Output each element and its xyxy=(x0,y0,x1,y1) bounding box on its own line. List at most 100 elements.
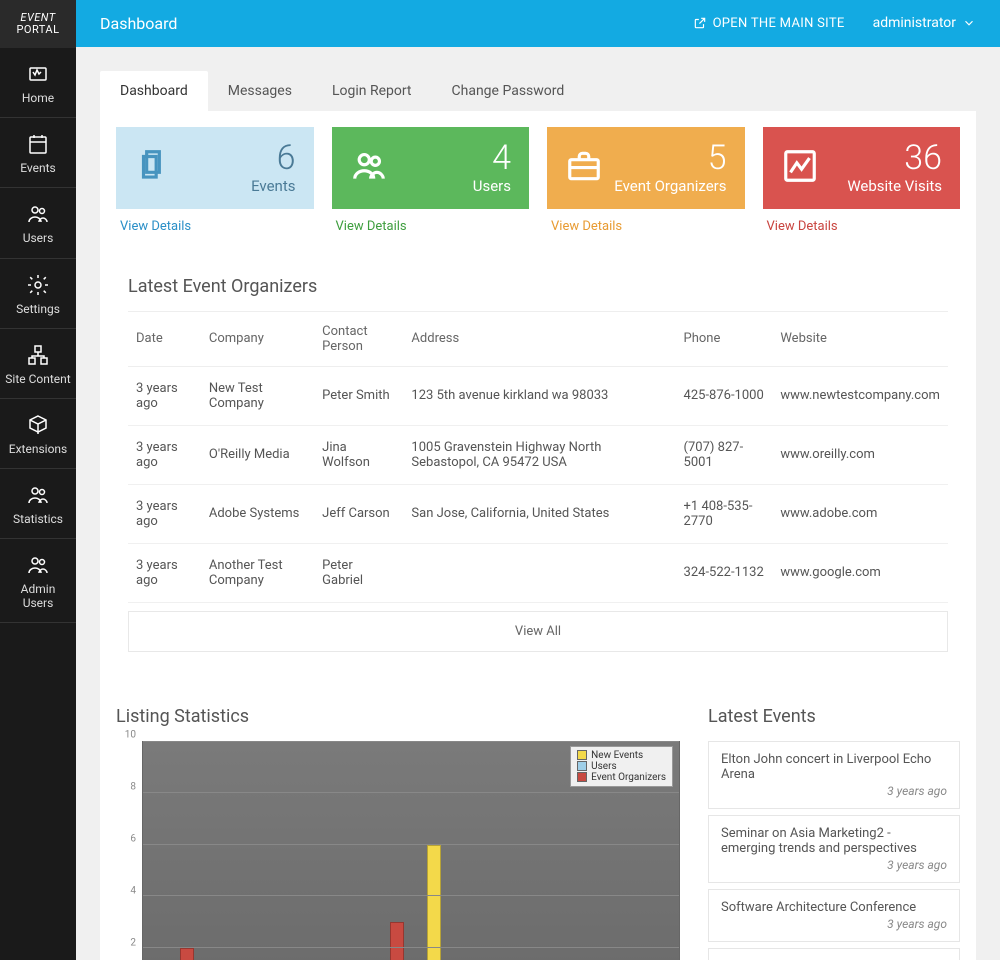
external-link-icon xyxy=(693,16,707,30)
docs-icon xyxy=(134,147,172,189)
sidebar-item-site-content[interactable]: Site Content xyxy=(0,329,76,399)
open-main-site-label: OPEN THE MAIN SITE xyxy=(713,16,845,31)
view-details-link[interactable]: View Details xyxy=(763,209,961,234)
brand-line2: PORTAL xyxy=(16,24,59,36)
table-row[interactable]: 3 years agoAdobe SystemsJeff CarsonSan J… xyxy=(128,484,948,543)
sidebar-item-label: Home xyxy=(22,92,54,105)
stat-card-events: 6EventsView Details xyxy=(116,127,314,234)
stat-card-website-visits: 36 Website Visits View Details xyxy=(763,127,961,234)
page-title: Dashboard xyxy=(100,14,177,33)
tab-dashboard[interactable]: Dashboard xyxy=(100,71,208,111)
user-name: administrator xyxy=(873,15,956,31)
extensions-icon xyxy=(26,413,50,437)
latest-events-list: Elton John concert in Liverpool Echo Are… xyxy=(708,741,960,960)
table-cell: www.adobe.com xyxy=(772,484,948,543)
table-cell: 123 5th avenue kirkland wa 98033 xyxy=(403,366,675,425)
tab-messages[interactable]: Messages xyxy=(208,71,312,111)
table-cell: Peter Gabriel xyxy=(314,543,403,602)
sidebar-item-admin-users[interactable]: Admin Users xyxy=(0,539,76,622)
sidebar-item-settings[interactable]: Settings xyxy=(0,259,76,329)
stat-value: 4 xyxy=(473,141,511,175)
briefcase-icon xyxy=(565,147,603,189)
table-cell: (707) 827-5001 xyxy=(676,425,773,484)
table-cell: Peter Smith xyxy=(314,366,403,425)
table-header: Address xyxy=(403,312,675,367)
event-ago: 3 years ago xyxy=(721,917,947,931)
organizers-table: DateCompanyContact PersonAddressPhoneWeb… xyxy=(128,312,948,603)
sidebar-item-users[interactable]: Users xyxy=(0,188,76,258)
table-cell: O'Reilly Media xyxy=(201,425,314,484)
listing-statistics-chart: 246810 New EventsUsersEvent Organizers xyxy=(116,741,680,960)
sidebar-item-extensions[interactable]: Extensions xyxy=(0,399,76,469)
table-header: Contact Person xyxy=(314,312,403,367)
view-details-link[interactable]: View Details xyxy=(547,209,745,234)
stat-cards: 6EventsView Details4UsersView Details5Ev… xyxy=(116,127,960,234)
sidebar-item-label: Users xyxy=(23,232,54,245)
chevron-down-icon xyxy=(962,16,976,30)
stat-value: 36 xyxy=(847,141,942,175)
event-item[interactable]: Software Architecture Conference 3 years … xyxy=(708,889,960,942)
chart-bar xyxy=(180,948,194,960)
table-row[interactable]: 3 years agoAnother Test CompanyPeter Gab… xyxy=(128,543,948,602)
table-header: Company xyxy=(201,312,314,367)
table-cell: 3 years ago xyxy=(128,484,201,543)
table-cell: 3 years ago xyxy=(128,366,201,425)
chart-bar xyxy=(427,845,441,960)
table-cell: 425-876-1000 xyxy=(676,366,773,425)
event-item[interactable]: Elton John concert in Liverpool Echo Are… xyxy=(708,741,960,809)
stat-label: Events xyxy=(251,177,295,195)
view-details-link[interactable]: View Details xyxy=(332,209,530,234)
event-item[interactable]: Coldplay in Manchester, Reserved Seating… xyxy=(708,948,960,960)
sidebar: EVENT PORTAL Home Events Users Settings … xyxy=(0,0,76,960)
chart-bar xyxy=(390,922,404,960)
stat-label: Users xyxy=(473,177,511,195)
table-cell: 324-522-1132 xyxy=(676,543,773,602)
sidebar-item-label: Settings xyxy=(16,303,60,316)
table-header: Phone xyxy=(676,312,773,367)
sidebar-item-label: Statistics xyxy=(13,513,63,526)
sidebar-item-label: Extensions xyxy=(9,443,67,456)
view-details-link[interactable]: View Details xyxy=(116,209,314,234)
sidebar-item-events[interactable]: Events xyxy=(0,118,76,188)
table-cell: www.google.com xyxy=(772,543,948,602)
stat-value: 5 xyxy=(614,141,726,175)
table-cell: +1 408-535-2770 xyxy=(676,484,773,543)
view-all-button[interactable]: View All xyxy=(128,611,948,652)
event-title: Seminar on Asia Marketing2 - emerging tr… xyxy=(721,826,947,856)
axis-tick: 10 xyxy=(125,729,136,740)
table-row[interactable]: 3 years agoNew Test CompanyPeter Smith12… xyxy=(128,366,948,425)
chart-icon xyxy=(781,147,819,189)
event-item[interactable]: Seminar on Asia Marketing2 - emerging tr… xyxy=(708,815,960,883)
axis-tick: 6 xyxy=(130,833,136,844)
main: Dashboard OPEN THE MAIN SITE administrat… xyxy=(76,0,1000,960)
table-cell: Jeff Carson xyxy=(314,484,403,543)
site-content-icon xyxy=(26,343,50,367)
table-cell: Another Test Company xyxy=(201,543,314,602)
event-ago: 3 years ago xyxy=(721,858,947,872)
event-ago: 3 years ago xyxy=(721,784,947,798)
table-row[interactable]: 3 years agoO'Reilly MediaJina Wolfson100… xyxy=(128,425,948,484)
table-cell: Adobe Systems xyxy=(201,484,314,543)
table-cell: www.oreilly.com xyxy=(772,425,948,484)
stat-card-users: 4 Users View Details xyxy=(332,127,530,234)
tab-login-report[interactable]: Login Report xyxy=(312,71,432,111)
user-menu[interactable]: administrator xyxy=(873,15,976,31)
sidebar-item-label: Site Content xyxy=(5,373,70,386)
users-icon xyxy=(350,147,388,189)
topbar: Dashboard OPEN THE MAIN SITE administrat… xyxy=(76,0,1000,47)
stat-label: Event Organizers xyxy=(614,177,726,195)
table-cell: 1005 Gravenstein Highway North Sebastopo… xyxy=(403,425,675,484)
tab-change-password[interactable]: Change Password xyxy=(432,71,585,111)
admin-users-icon xyxy=(26,553,50,577)
sidebar-item-home[interactable]: Home xyxy=(0,48,76,118)
sidebar-item-statistics[interactable]: Statistics xyxy=(0,469,76,539)
section-title: Listing Statistics xyxy=(116,692,680,727)
statistics-icon xyxy=(26,483,50,507)
table-cell: 3 years ago xyxy=(128,425,201,484)
table-header: Date xyxy=(128,312,201,367)
table-cell: 3 years ago xyxy=(128,543,201,602)
event-title: Software Architecture Conference xyxy=(721,900,947,915)
open-main-site-link[interactable]: OPEN THE MAIN SITE xyxy=(693,16,845,31)
stat-label: Website Visits xyxy=(847,177,942,195)
axis-tick: 8 xyxy=(130,781,136,792)
